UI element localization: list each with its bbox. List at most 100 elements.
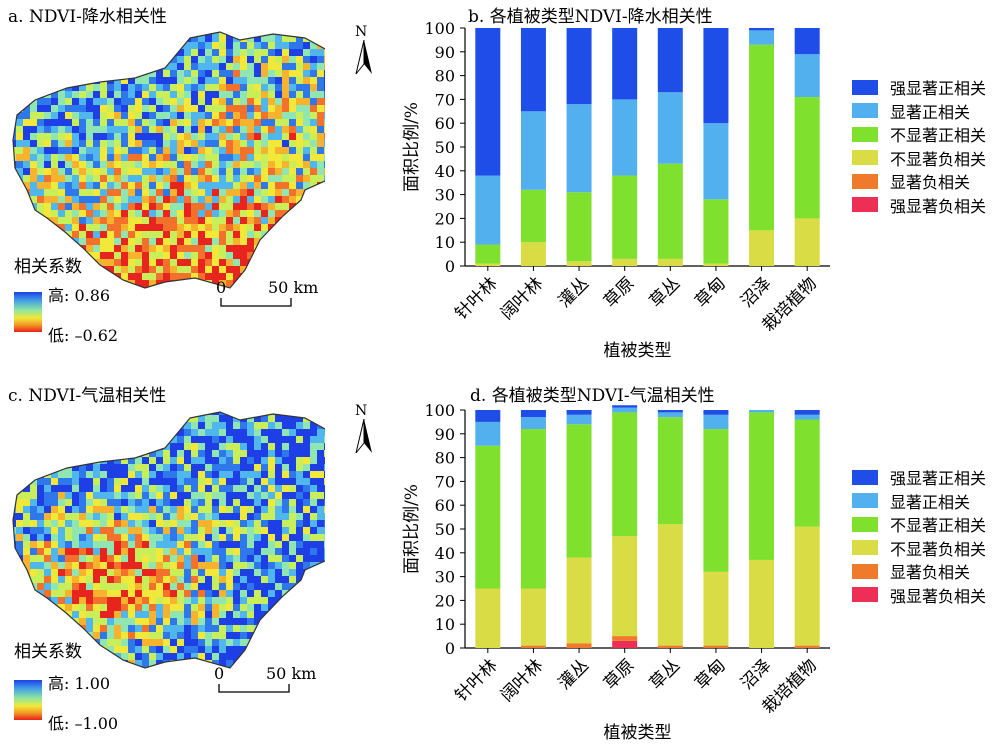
x-tick-label: 沼泽 — [737, 274, 775, 312]
bar-segment — [612, 536, 638, 637]
map-a-scale-distance: 50 km — [268, 278, 319, 297]
legend-item: 不显著正相关 — [852, 122, 986, 145]
map-boundary — [12, 411, 325, 669]
x-tick-label: 阔叶林 — [497, 656, 547, 706]
bar-segment — [475, 445, 501, 589]
legend-swatch — [852, 469, 878, 485]
bar-segment — [657, 258, 683, 266]
legend-item: 不显著正相关 — [852, 512, 986, 535]
bar-segment — [749, 559, 775, 648]
bar-segment — [566, 410, 592, 415]
map-boundary — [12, 31, 325, 289]
legend-swatch — [852, 173, 878, 189]
bar-segment — [612, 28, 638, 100]
bar-segment — [794, 218, 820, 266]
bar-segment — [703, 571, 729, 646]
bar-segment — [794, 54, 820, 98]
y-tick-label: 30 — [435, 568, 455, 587]
legend-label: 显著负相关 — [890, 173, 971, 192]
y-tick-label: 10 — [435, 615, 455, 634]
bar-segment — [703, 28, 729, 124]
map-a-north-label: N — [355, 24, 368, 40]
bar-segment — [612, 99, 638, 176]
bar-segment — [657, 163, 683, 259]
legend-label: 不显著负相关 — [890, 539, 987, 559]
chart-d-title: d. 各植被类型NDVI-气温相关性 — [470, 386, 715, 406]
bar-segment — [475, 175, 501, 245]
bar-segment — [703, 414, 729, 430]
y-tick-label: 0 — [445, 639, 455, 658]
legend-swatch — [852, 197, 878, 212]
y-tick-label: 50 — [435, 520, 455, 539]
legend-label: 显著负相关 — [890, 563, 971, 582]
bar-segment — [657, 524, 683, 646]
x-tick-label: 针叶林 — [451, 274, 501, 324]
bar-segment — [794, 526, 820, 646]
y-axis-title: 面积比例/% — [402, 102, 422, 192]
y-tick-label: 80 — [435, 449, 455, 468]
map-c — [12, 411, 325, 669]
legend-item: 强显著正相关 — [852, 465, 987, 488]
x-tick-label: 草甸 — [691, 656, 729, 694]
y-tick-label: 100 — [424, 19, 455, 38]
bar-segment — [612, 412, 638, 537]
y-tick-label: 40 — [435, 544, 455, 563]
x-tick-label: 草丛 — [646, 274, 684, 312]
legend-item: 显著负相关 — [852, 559, 971, 582]
y-tick-label: 50 — [435, 138, 455, 157]
bar-segment — [703, 410, 729, 415]
bar-segment — [612, 175, 638, 259]
bar-segment — [520, 417, 546, 430]
y-tick-label: 60 — [435, 114, 455, 133]
y-tick-label: 10 — [435, 233, 455, 252]
bar-segment — [566, 424, 592, 558]
y-tick-label: 70 — [435, 472, 455, 491]
legend-swatch — [852, 493, 878, 508]
bar-segment — [612, 407, 638, 413]
map-a-legend-title: 相关系数 — [14, 257, 82, 277]
map-c-color-ramp — [14, 680, 42, 720]
legend-label: 强显著负相关 — [890, 196, 987, 216]
legend-swatch — [852, 540, 878, 555]
y-tick-label: 40 — [435, 162, 455, 181]
y-tick-label: 100 — [424, 401, 455, 420]
legend-label: 强显著正相关 — [890, 469, 987, 488]
x-tick-label: 草甸 — [691, 274, 729, 312]
bar-segment — [794, 410, 820, 415]
legend-item: 强显著正相关 — [852, 75, 987, 98]
legend-swatch — [852, 150, 878, 165]
y-axis-title: 面积比例/% — [402, 484, 422, 574]
bar-segment — [475, 263, 501, 266]
map-c-scale-bar — [218, 684, 290, 693]
legend-label: 强显著正相关 — [890, 79, 987, 98]
map-a-scale-bar — [220, 298, 292, 307]
map-a-north-arrow-icon — [355, 40, 372, 75]
map-c-north-label: N — [355, 403, 368, 419]
bar-segment — [520, 410, 546, 418]
bar-segment — [703, 199, 729, 264]
bar-segment — [566, 643, 592, 648]
bar-segment — [520, 28, 546, 112]
x-tick-label: 针叶林 — [451, 656, 501, 706]
legend-item: 不显著负相关 — [852, 536, 987, 559]
bar-segment — [566, 104, 592, 193]
bar-segment — [612, 636, 638, 641]
legend-label: 显著正相关 — [890, 102, 971, 122]
legend-swatch — [852, 79, 878, 95]
bar-segment — [520, 111, 546, 190]
bar-segment — [794, 28, 820, 55]
legend-swatch — [852, 587, 878, 602]
y-tick-label: 20 — [435, 591, 455, 610]
x-tick-label: 灌丛 — [555, 274, 593, 312]
legend-item: 显著正相关 — [852, 99, 971, 122]
y-tick-label: 70 — [435, 90, 455, 109]
legend-label: 显著正相关 — [890, 492, 971, 512]
bar-segment — [749, 30, 775, 45]
map-c-scale-distance: 50 km — [266, 664, 317, 683]
bar-segment — [566, 192, 592, 262]
x-tick-label: 沼泽 — [737, 656, 775, 694]
bar-segment — [794, 414, 820, 420]
legend-swatch — [852, 103, 878, 118]
x-axis-title: 植被类型 — [604, 723, 672, 743]
